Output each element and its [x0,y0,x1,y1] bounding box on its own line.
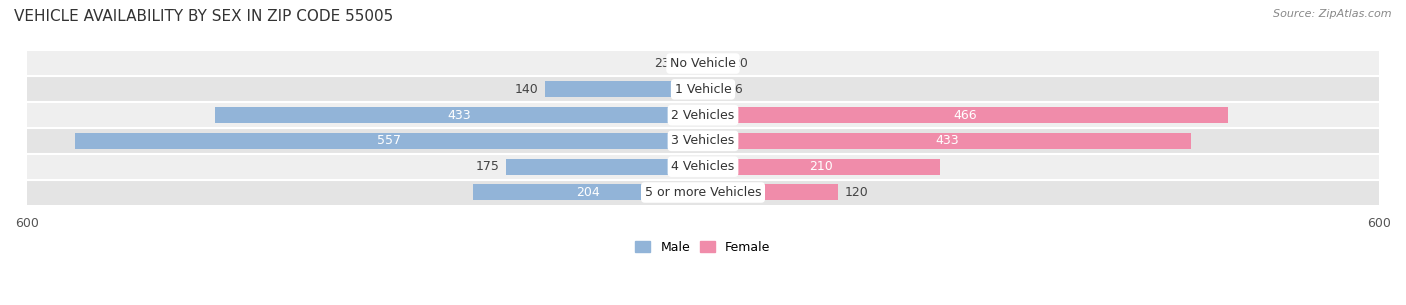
Bar [27,77,1379,102]
Text: 175: 175 [475,160,499,173]
Text: 5 or more Vehicles: 5 or more Vehicles [645,186,761,199]
Text: 120: 120 [845,186,869,199]
Text: 23: 23 [655,57,671,70]
Text: 140: 140 [515,83,538,96]
Bar [27,51,1379,77]
Text: 433: 433 [447,109,471,122]
Text: 16: 16 [728,83,744,96]
Text: 4 Vehicles: 4 Vehicles [672,160,734,173]
Bar [703,56,725,72]
Text: 210: 210 [810,160,834,173]
Legend: Male, Female: Male, Female [636,241,770,254]
Bar [703,81,721,97]
Text: 433: 433 [935,135,959,147]
Bar [546,81,703,97]
Bar [506,159,703,175]
Bar [703,159,939,175]
Bar [27,102,1379,128]
Bar [703,133,1191,149]
Text: Source: ZipAtlas.com: Source: ZipAtlas.com [1274,9,1392,19]
Bar [27,154,1379,180]
Bar [678,56,703,72]
Bar [474,185,703,200]
Text: 1 Vehicle: 1 Vehicle [675,83,731,96]
Text: 466: 466 [953,109,977,122]
Bar [703,185,838,200]
Text: No Vehicle: No Vehicle [671,57,735,70]
Bar [27,128,1379,154]
Text: 204: 204 [576,186,600,199]
Bar [27,180,1379,205]
Bar [215,107,703,123]
Text: 2 Vehicles: 2 Vehicles [672,109,734,122]
Text: 20: 20 [733,57,748,70]
Text: 557: 557 [377,135,401,147]
Text: 3 Vehicles: 3 Vehicles [672,135,734,147]
Bar [76,133,703,149]
Bar [703,107,1227,123]
Text: VEHICLE AVAILABILITY BY SEX IN ZIP CODE 55005: VEHICLE AVAILABILITY BY SEX IN ZIP CODE … [14,9,394,24]
